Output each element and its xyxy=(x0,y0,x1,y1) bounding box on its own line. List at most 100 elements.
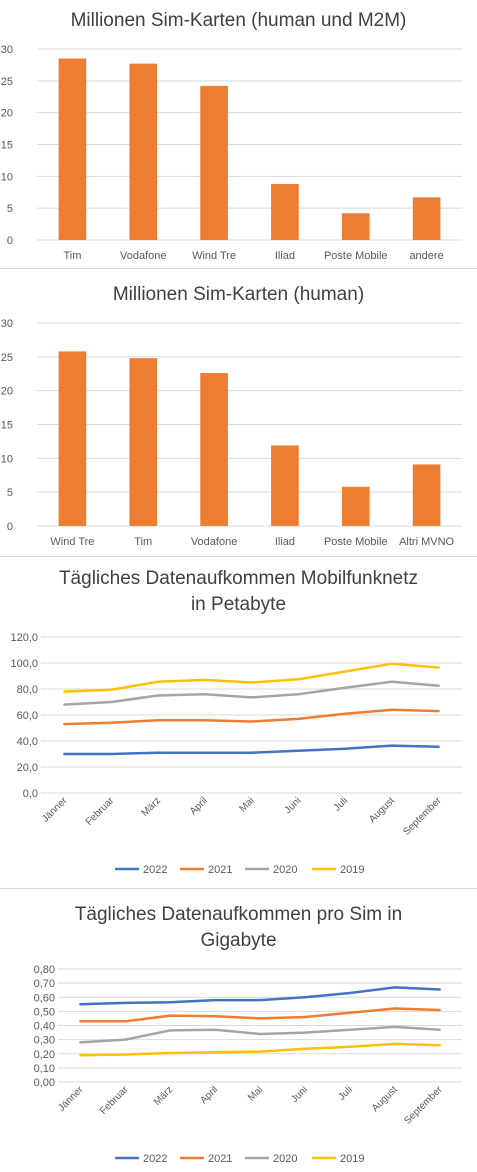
x-tick-label: Juni xyxy=(289,1084,310,1105)
y-tick-label: 10 xyxy=(1,171,13,183)
x-tick-label: Jänner xyxy=(56,1084,86,1114)
series-line-2020 xyxy=(79,1025,441,1044)
bar xyxy=(58,351,87,526)
y-tick-label: 80,0 xyxy=(17,684,38,696)
bar xyxy=(412,464,441,526)
chart-panel-3: Tägliches Datenaufkommen Mobilfunknetz i… xyxy=(0,560,477,885)
chart-title: Millionen Sim-Karten (human) xyxy=(112,284,365,305)
line-chart-petabyte: 0,0 20,0 40,0 60,0 80,0 100,0 120,0 Jänner Febru… xyxy=(10,632,462,876)
y-tick-label: 10 xyxy=(1,453,13,465)
y-tick-label: 0,10 xyxy=(34,1063,55,1075)
y-tick-label: 0,60 xyxy=(34,992,55,1004)
series-line-2019 xyxy=(79,1042,441,1057)
legend-label: 2020 xyxy=(273,864,297,876)
y-tick-label: 25 xyxy=(1,352,13,364)
legend-label: 2021 xyxy=(208,1153,232,1165)
chart-panel-2: Millionen Sim-Karten (human) 0 5 10 15 20 25 3… xyxy=(0,273,477,555)
y-tick-label: 5 xyxy=(7,203,13,215)
legend-label: 2022 xyxy=(143,1153,167,1165)
y-tick-label: 40,0 xyxy=(17,736,38,748)
chart-panel-1: Millionen Sim-Karten (human und M2M) 0 5 1… xyxy=(0,0,477,268)
y-tick-label: 0,50 xyxy=(34,1006,55,1018)
bar-chart-sim-human: 0 5 10 15 20 25 30 Wind Tre Tim Vodafone Iliad Post… xyxy=(1,318,462,548)
legend-label: 2021 xyxy=(208,864,232,876)
x-tick-label: andere xyxy=(409,250,443,262)
chart-divider xyxy=(0,268,477,269)
y-tick-label: 0,00 xyxy=(34,1077,55,1089)
bar xyxy=(271,183,299,240)
chart-panel-4: Tägliches Datenaufkommen pro Sim in Giga… xyxy=(0,893,477,1172)
x-tick-label: Tim xyxy=(134,536,152,548)
y-tick-label: 0,70 xyxy=(34,978,55,990)
x-tick-label: Altri MVNO xyxy=(399,536,454,548)
bar xyxy=(341,486,370,526)
series-line-2020 xyxy=(63,680,440,706)
bar xyxy=(271,445,299,526)
bar xyxy=(412,197,441,240)
chart-divider xyxy=(0,556,477,557)
bar xyxy=(200,373,228,526)
chart-title: Millionen Sim-Karten (human und M2M) xyxy=(70,10,407,31)
x-tick-label: Februar xyxy=(84,795,117,828)
y-tick-label: 120,0 xyxy=(10,632,38,644)
x-tick-label: Poste Mobile xyxy=(324,536,388,548)
series-line-2021 xyxy=(79,1007,441,1023)
x-tick-label: September xyxy=(401,795,444,838)
x-tick-label: Mai xyxy=(237,795,256,814)
bar xyxy=(58,58,87,240)
y-tick-label: 0,20 xyxy=(34,1049,55,1061)
x-tick-label: August xyxy=(367,795,397,825)
y-tick-label: 0,80 xyxy=(34,964,55,976)
y-tick-label: 100,0 xyxy=(10,658,38,670)
x-tick-label: April xyxy=(188,795,210,817)
legend-label: 2022 xyxy=(143,864,167,876)
x-tick-label: März xyxy=(152,1084,176,1108)
x-tick-label: Juli xyxy=(337,1084,355,1102)
y-tick-label: 25 xyxy=(1,76,13,88)
x-tick-label: März xyxy=(140,795,164,819)
y-tick-label: 20,0 xyxy=(17,762,38,774)
bar xyxy=(129,63,158,240)
y-tick-label: 60,0 xyxy=(17,710,38,722)
series-line-2022 xyxy=(79,986,441,1006)
series-line-2021 xyxy=(63,708,440,726)
chart-title-line-2: Gigabyte xyxy=(200,930,277,951)
series-line-2019 xyxy=(63,662,440,693)
y-tick-label: 30 xyxy=(1,44,13,56)
bar xyxy=(129,358,158,526)
x-tick-label: Poste Mobile xyxy=(324,250,388,262)
legend-label: 2020 xyxy=(273,1153,297,1165)
legend-label: 2019 xyxy=(340,864,364,876)
x-tick-label: Iliad xyxy=(275,250,295,262)
series-line-2022 xyxy=(63,744,440,756)
x-tick-label: Juli xyxy=(332,795,350,813)
y-tick-label: 0,40 xyxy=(34,1021,55,1033)
y-tick-label: 0 xyxy=(7,235,13,247)
y-tick-label: 0,0 xyxy=(23,788,38,800)
x-tick-label: Mai xyxy=(246,1084,265,1103)
bar xyxy=(200,85,228,240)
y-tick-label: 30 xyxy=(1,318,13,330)
x-tick-label: Tim xyxy=(63,250,81,262)
x-tick-label: Vodafone xyxy=(191,536,238,548)
y-tick-label: 15 xyxy=(1,420,13,432)
x-tick-label: September xyxy=(402,1084,445,1127)
x-tick-label: Februar xyxy=(98,1084,131,1117)
x-tick-label: April xyxy=(198,1084,220,1106)
y-tick-label: 0,30 xyxy=(34,1035,55,1047)
legend-label: 2019 xyxy=(340,1153,364,1165)
y-tick-label: 0 xyxy=(7,521,13,533)
x-tick-label: August xyxy=(370,1084,400,1114)
bar-chart-sim-total: 0 5 10 15 20 25 30 Tim Vodafone Wind Tre Iliad Post… xyxy=(1,44,462,262)
chart-title-line-2: in Petabyte xyxy=(190,594,287,615)
x-tick-label: Vodafone xyxy=(120,250,167,262)
y-tick-label: 5 xyxy=(7,487,13,499)
chart-divider xyxy=(0,888,477,889)
bar xyxy=(341,213,370,240)
line-chart-gigabyte: 0,00 0,10 0,20 0,30 0,40 0,50 0,60 0,70 0,80 Jänn… xyxy=(34,964,462,1165)
chart-title-line-1: Tägliches Datenaufkommen Mobilfunknetz xyxy=(58,568,419,589)
x-tick-label: Wind Tre xyxy=(192,250,236,262)
y-tick-label: 20 xyxy=(1,386,13,398)
chart-title-line-1: Tägliches Datenaufkommen pro Sim in xyxy=(74,904,403,925)
y-tick-label: 20 xyxy=(1,108,13,120)
